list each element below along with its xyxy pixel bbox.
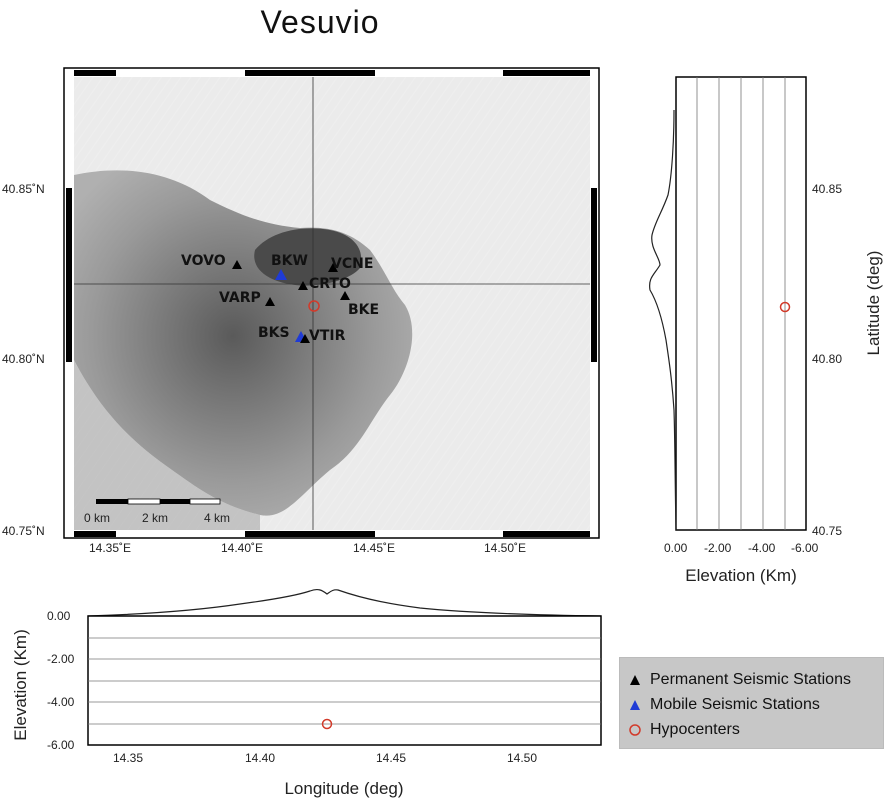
elev-tick-label: -2.00 [47, 652, 75, 666]
station-label: BKS [258, 325, 290, 341]
lat-tick-label: 40.85 [812, 182, 842, 196]
lon-tick-label: 14.40 [245, 751, 275, 765]
elev-tick-label: 0.00 [47, 609, 71, 623]
legend: Permanent Seismic Stations Mobile Seismi… [619, 657, 884, 749]
station-label: VTIR [309, 328, 346, 344]
legend-item-permanent: Permanent Seismic Stations [620, 668, 851, 692]
scale-bar [96, 499, 220, 504]
east-profile-ylabel: Latitude (deg) [864, 251, 883, 356]
east-profile-panel: 0.00 -2.00 -4.00 -6.00 40.85 40.80 40.75… [650, 77, 883, 585]
lon-tick-label: 14.50˚E [484, 541, 526, 555]
lon-tick-label: 14.40˚E [221, 541, 263, 555]
lat-tick-label: 40.75˚N [2, 524, 45, 538]
elev-tick-label: -4.00 [748, 541, 776, 555]
lat-tick-label: 40.75 [812, 524, 842, 538]
south-profile-ylabel: Elevation (Km) [11, 629, 30, 740]
lon-tick-label: 14.45 [376, 751, 406, 765]
south-profile-xlabel: Longitude (deg) [284, 779, 403, 798]
station-label: BKE [348, 302, 379, 318]
south-profile-frame [88, 616, 601, 745]
station-label: BKW [271, 253, 308, 269]
lon-tick-label: 14.45˚E [353, 541, 395, 555]
station-label: VOVO [181, 253, 226, 269]
lat-tick-label: 40.85˚N [2, 182, 45, 196]
south-topo-profile [88, 590, 601, 616]
scale-label: 0 km [84, 511, 110, 525]
south-profile-panel: 0.00 -2.00 -4.00 -6.00 14.35 14.40 14.45… [11, 590, 601, 798]
elev-tick-label: -4.00 [47, 695, 75, 709]
station-vcne[interactable]: VCNE [328, 256, 373, 272]
legend-item-mobile: Mobile Seismic Stations [620, 693, 820, 717]
lat-tick-label: 40.80 [812, 352, 842, 366]
east-profile-xlabel: Elevation (Km) [685, 566, 796, 585]
east-topo-profile [650, 110, 676, 530]
hypocenter-circle-icon [620, 723, 650, 737]
legend-label: Permanent Seismic Stations [650, 671, 851, 689]
station-label: VCNE [331, 256, 373, 272]
scale-label: 2 km [142, 511, 168, 525]
mobile-triangle-icon [620, 699, 650, 711]
lat-tick-label: 40.80˚N [2, 352, 45, 366]
legend-item-hypocenters: Hypocenters [620, 718, 740, 742]
elev-tick-label: -6.00 [791, 541, 819, 555]
station-label: VARP [219, 290, 261, 306]
elev-tick-label: -6.00 [47, 738, 75, 752]
legend-label: Mobile Seismic Stations [650, 696, 820, 714]
elev-tick-label: 0.00 [664, 541, 688, 555]
lon-tick-label: 14.35 [113, 751, 143, 765]
station-label: CRTO [309, 276, 351, 292]
map-panel: 0 km 2 km 4 km 14.35˚E 14.40˚E 14.45˚E 1… [2, 68, 599, 555]
lon-tick-label: 14.50 [507, 751, 537, 765]
scale-label: 4 km [204, 511, 230, 525]
legend-label: Hypocenters [650, 721, 740, 739]
permanent-triangle-icon [620, 674, 650, 686]
elev-tick-label: -2.00 [704, 541, 732, 555]
lon-tick-label: 14.35˚E [89, 541, 131, 555]
